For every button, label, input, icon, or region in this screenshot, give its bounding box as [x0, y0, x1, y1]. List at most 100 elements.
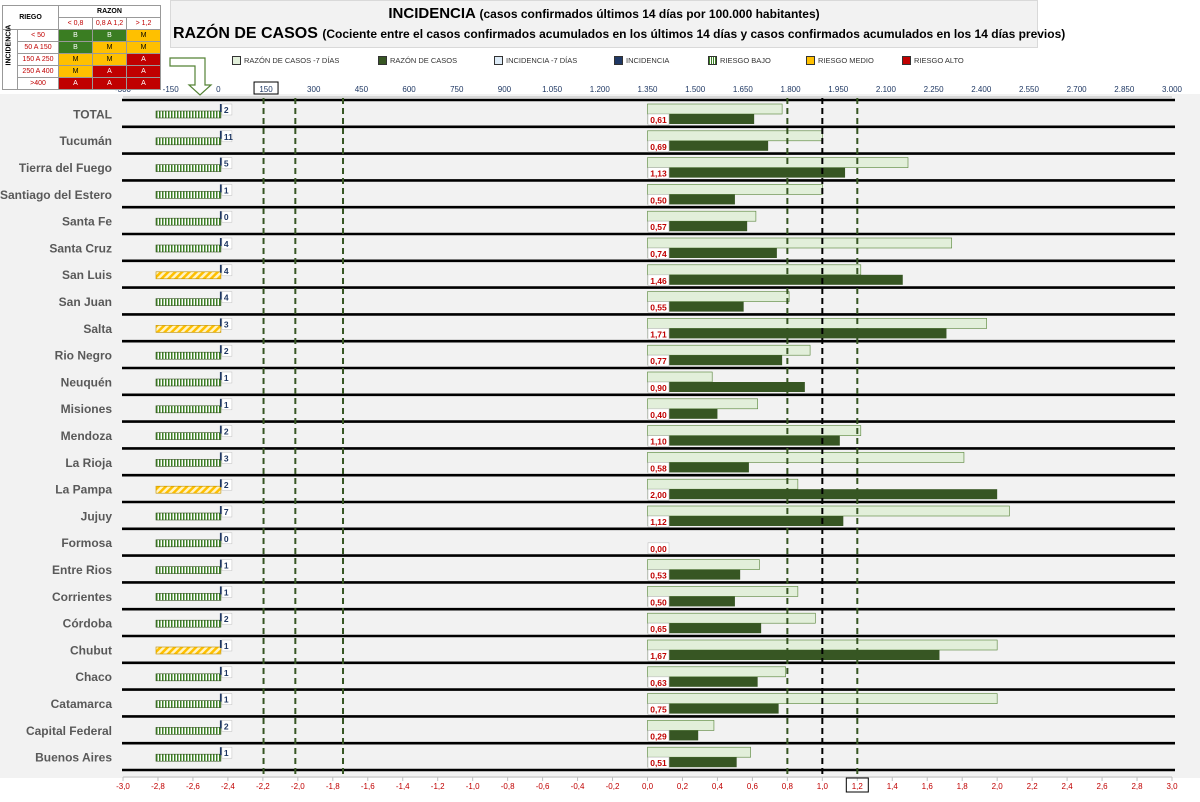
incidencia-risk-bar: [155, 753, 222, 762]
razon-value-box: [647, 301, 670, 313]
row-label: Misiones: [61, 402, 113, 416]
incidencia-value-label: 1: [224, 695, 229, 705]
incidencia-value-label: 2: [224, 480, 229, 490]
legend-label: RIESGO MEDIO: [818, 56, 874, 65]
razon-prev-bar: [647, 398, 758, 410]
incidencia-value-box: [221, 210, 233, 223]
razon-value-label: 0,51: [650, 758, 667, 768]
bottom-axis-tick-label: -1,8: [326, 782, 340, 791]
razon-value-box: [647, 730, 670, 742]
razon-value-label: 2,00: [650, 490, 667, 500]
incidencia-bar: [219, 318, 223, 327]
incidencia-risk-bar: [155, 191, 222, 199]
legend-label: RIESGO ALTO: [914, 56, 964, 65]
incidencia-bar: [219, 747, 223, 756]
incidencia-risk-bar: [155, 378, 222, 387]
legend-label: INCIDENCIA: [626, 56, 670, 65]
top-axis-tick-label: 900: [498, 85, 512, 94]
incidencia-bar: [219, 720, 223, 729]
incidencia-value-label: 4: [224, 266, 229, 276]
incidencia-value-box: [221, 586, 233, 598]
incidencia-value-label: 2: [224, 721, 229, 731]
incidencia-bar: [219, 452, 223, 461]
legend-swatch-alto: [902, 56, 911, 65]
razon-prev-bar: [647, 184, 823, 195]
incidencia-risk-bar: [155, 539, 222, 548]
row-label: Corrientes: [52, 590, 112, 604]
legend-swatch-razon-prev: [232, 56, 241, 65]
legend-swatch-incid: [614, 56, 623, 65]
razon-value-box: [647, 569, 670, 581]
row-label: Santiago del Estero: [0, 188, 112, 202]
razon-title: RAZÓN DE CASOS (Cociente entre el casos …: [173, 25, 1065, 43]
incidencia-bar: [219, 157, 224, 166]
razon-prev-bar: [647, 452, 965, 463]
matrix-cell: M: [92, 53, 127, 66]
incidencia-risk-bar: [155, 351, 222, 360]
incidencia-bar: [219, 211, 222, 220]
razon-prev-bar: [647, 720, 715, 731]
razon-value-label: 0,53: [650, 571, 667, 581]
incidencia-value-box: [221, 532, 233, 545]
razon-prev-bar: [647, 505, 1010, 517]
incidencia-value-box: [221, 559, 233, 571]
legend-label: INCIDENCIA -7 DÍAS: [506, 56, 578, 65]
razon-prev-bar: [647, 264, 862, 276]
matrix-cell: A: [126, 65, 161, 78]
razon-bar: [647, 516, 844, 526]
row-label: Jujuy: [81, 509, 113, 523]
incidencia-risk-bar: [155, 619, 222, 628]
razon-value-label: 0,61: [650, 115, 667, 125]
incidencia-bar: [219, 398, 223, 407]
razon-value-box: [647, 194, 670, 206]
incidencia-bar: [219, 345, 223, 354]
top-axis-tick-label: 2.250: [924, 85, 945, 94]
razon-bar: [647, 435, 840, 446]
top-axis-tick-label: 3.000: [1162, 85, 1183, 94]
matrix-row-label: 150 A 250: [17, 53, 59, 66]
razon-bar: [647, 489, 998, 500]
razon-bar: [647, 462, 749, 473]
razon-value-label: 0,74: [650, 249, 667, 259]
razon-bar: [647, 355, 783, 366]
row-label: Santa Fe: [62, 215, 112, 229]
razon-value-label: 0,50: [650, 195, 667, 205]
top-axis-tick-label: 1.350: [637, 85, 658, 94]
razon-bar: [647, 248, 777, 258]
razon-value-box: [647, 596, 670, 608]
incidencia-risk-bar: [155, 271, 222, 280]
razon-value-box: [647, 113, 670, 126]
incidencia-value-label: 4: [224, 293, 229, 303]
incidencia-value-box: [221, 505, 233, 518]
razon-value-label: 1,10: [650, 437, 667, 447]
incidencia-value-label: 2: [224, 427, 229, 437]
razon-value-box: [647, 622, 670, 635]
incidencia-risk-bar: [155, 566, 222, 574]
bottom-axis-tick-label: 0,6: [747, 782, 759, 791]
incidencia-risk-bar: [155, 244, 222, 253]
bottom-axis-tick-label: 1,8: [957, 782, 969, 791]
row-label: Rio Negro: [55, 349, 112, 363]
row-label: La Pampa: [55, 483, 112, 497]
bottom-axis-tick-label: -2,2: [256, 782, 270, 791]
bottom-axis-tick-label: 2,8: [1131, 782, 1143, 791]
razon-prev-bar: [647, 130, 823, 142]
razon-bar: [647, 167, 846, 178]
bottom-axis-tick-label: -0,6: [536, 782, 550, 791]
matrix-row-label: < 50: [17, 29, 59, 42]
legend-swatch-incid-prev: [494, 56, 503, 65]
razon-value-box: [647, 408, 670, 421]
bottom-axis-tick-label: -0,4: [571, 782, 585, 791]
razon-value-label: 1,71: [650, 329, 667, 339]
top-axis-tick-label: 1.800: [781, 85, 802, 94]
top-axis-tick-label: 750: [450, 85, 464, 94]
bottom-axis-tick-label: 2,0: [992, 782, 1004, 791]
incidencia-value-label: 11: [224, 132, 233, 142]
razon-value-box: [647, 220, 670, 233]
razon-value-box: [647, 167, 670, 179]
bottom-axis-tick-label: 0,4: [712, 782, 724, 791]
legend-item: RIESGO BAJO: [708, 56, 771, 65]
razon-value-label: 0,75: [650, 705, 667, 715]
razon-prev-bar: [647, 291, 790, 302]
row-label: Salta: [83, 322, 112, 336]
